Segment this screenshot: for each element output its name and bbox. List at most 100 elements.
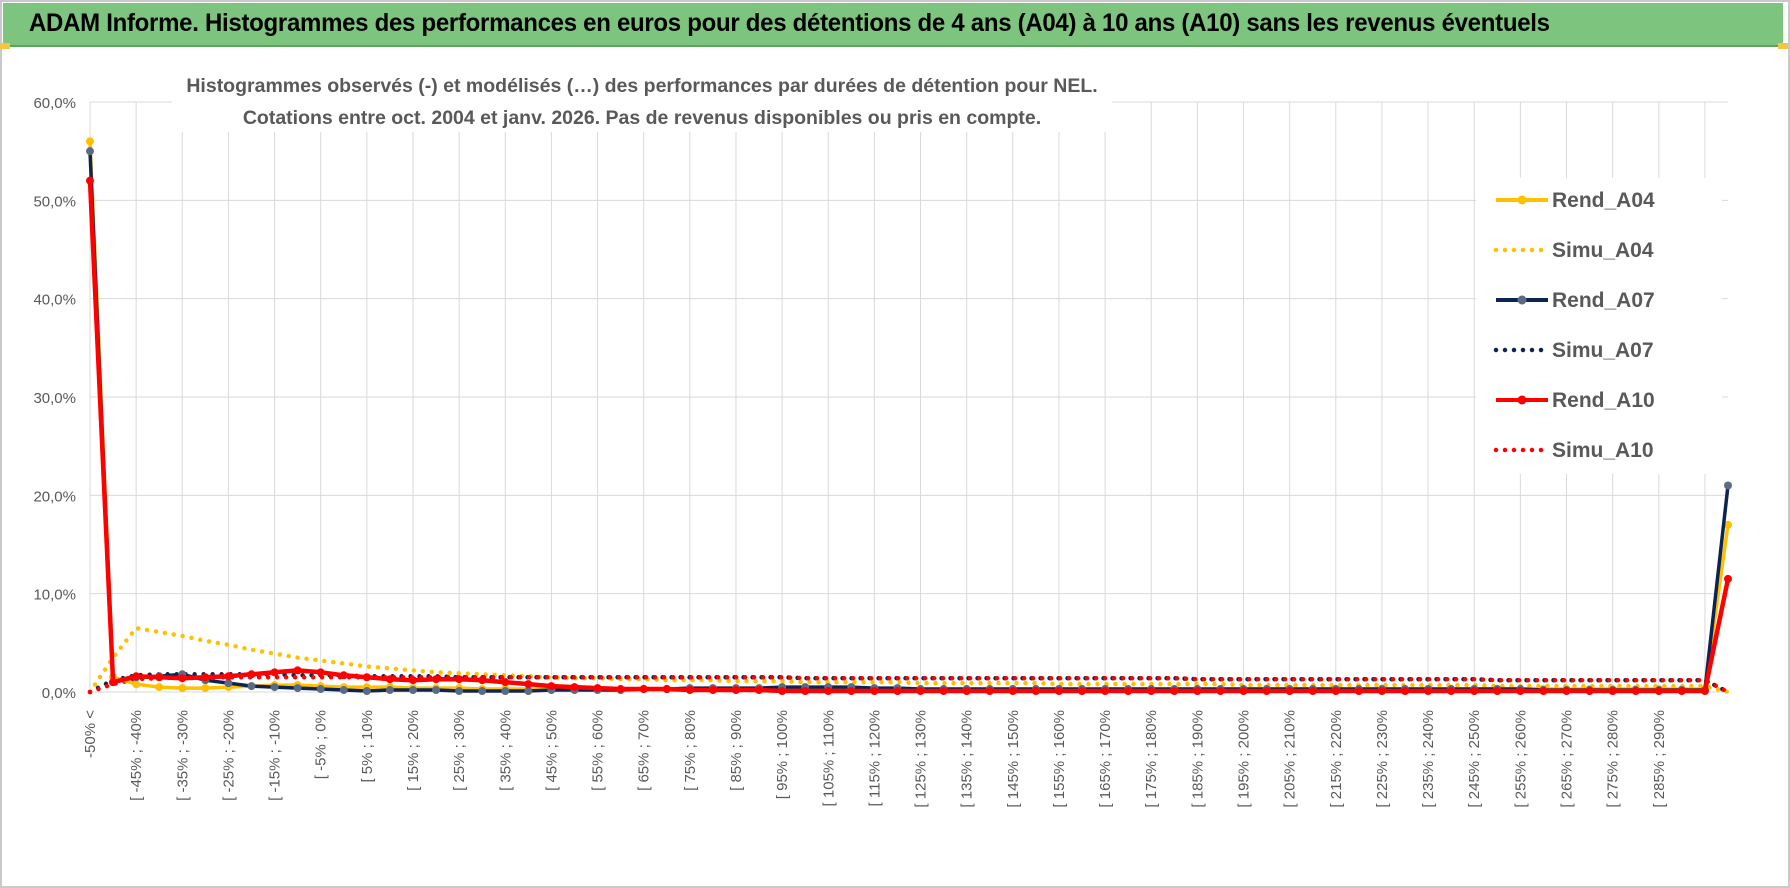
series-point-Rend_A10 [478, 676, 487, 685]
series-point-Rend_A07 [339, 686, 348, 695]
x-tick-label: [ -25% ; -20% [220, 710, 237, 801]
series-point-Rend_A10 [1031, 687, 1040, 696]
series-point-Rend_A10 [1147, 687, 1156, 696]
series-point-Rend_A10 [432, 675, 441, 684]
series-point-Rend_A10 [1239, 687, 1248, 696]
series-line-Simu_A04 [87, 625, 1731, 695]
corner-accent-left [0, 43, 10, 49]
x-tick-label: [ -35% ; -30% [174, 710, 191, 801]
legend-item-Rend_A10: Rend_A10 [1496, 389, 1655, 412]
series-point-Rend_A10 [86, 176, 94, 185]
x-tick-label: [ 35% ; 40% [497, 710, 514, 791]
legend-label: Simu_A07 [1552, 339, 1654, 362]
series-point-Rend_A10 [1424, 687, 1433, 696]
series-point-Rend_A10 [824, 687, 833, 696]
series-point-Rend_A10 [293, 666, 302, 675]
series-point-Rend_A10 [939, 687, 948, 696]
x-tick-label: [ 205% ; 210% [1282, 710, 1299, 808]
series-Simu_A10 [87, 675, 1731, 695]
series-point-Rend_A10 [1539, 687, 1548, 696]
series-point-Rend_A10 [616, 685, 625, 694]
series-point-Rend_A10 [1054, 687, 1063, 696]
legend-swatch-marker [1517, 395, 1527, 405]
chart-title-group: Histogrammes observés (-) et modélisés (… [172, 66, 1112, 132]
x-tick-label: [ -5% ; 0% [313, 710, 330, 779]
legend-label: Rend_A04 [1552, 189, 1655, 212]
series-point-Rend_A10 [1308, 687, 1317, 696]
series-point-Rend_A10 [155, 673, 164, 682]
series-point-Rend_A10 [755, 686, 764, 695]
series-point-Rend_A10 [455, 675, 464, 684]
series-point-Rend_A07 [385, 686, 394, 695]
series-point-Rend_A10 [316, 668, 325, 677]
x-tick-label: [ 255% ; 260% [1512, 710, 1529, 808]
series-point-Rend_A10 [339, 671, 348, 680]
legend-label: Rend_A07 [1552, 289, 1655, 312]
chart-title: Histogrammes observés (-) et modélisés (… [186, 75, 1097, 97]
y-tick-label: 0,0% [42, 685, 76, 702]
series-line-Simu_A10 [87, 675, 1731, 695]
series-point-Rend_A10 [385, 675, 394, 684]
series-point-Rend_A07 [86, 147, 94, 156]
series-point-Rend_A10 [408, 676, 417, 685]
chart-subtitle: Cotations entre oct. 2004 et janv. 2026.… [243, 107, 1041, 129]
series-point-Rend_A10 [132, 672, 141, 681]
series-point-Rend_A10 [1008, 687, 1017, 696]
series-point-Rend_A04 [155, 683, 164, 692]
series-lines [86, 137, 1732, 696]
series-point-Rend_A10 [731, 686, 740, 695]
x-tick-label: [ 245% ; 250% [1466, 710, 1483, 808]
series-point-Rend_A10 [685, 686, 694, 695]
x-tick-label: [ 185% ; 190% [1189, 710, 1206, 808]
series-point-Rend_A10 [593, 684, 602, 693]
series-point-Rend_A07 [478, 687, 487, 696]
series-point-Rend_A10 [1585, 687, 1594, 696]
series-point-Rend_A10 [708, 686, 717, 695]
series-point-Rend_A10 [201, 673, 210, 682]
x-tick-label: [ 125% ; 130% [913, 710, 930, 808]
x-tick-label: [ 115% ; 120% [866, 710, 883, 806]
x-tick-label: -50% < [82, 710, 99, 758]
series-point-Rend_A10 [639, 685, 648, 694]
legend-swatch-marker [1517, 195, 1527, 205]
legend: Rend_A04 Simu_A04 Rend_A07 Simu_A07 Rend_A10… [1476, 178, 1722, 474]
x-axis-tick-labels: -50% < [ -45% ; -40% [ -35% ; -30% [ -25% ;… [82, 710, 1668, 808]
legend-label: Simu_A04 [1552, 239, 1654, 262]
x-tick-label: [ 235% ; 240% [1420, 710, 1437, 808]
series-point-Rend_A07 [1724, 481, 1732, 490]
series-point-Rend_A10 [362, 673, 371, 682]
y-tick-label: 20,0% [33, 488, 76, 505]
x-tick-label: [ 145% ; 150% [1005, 710, 1022, 808]
legend-item-Simu_A04: Simu_A04 [1493, 239, 1654, 262]
x-tick-label: [ 25% ; 30% [451, 710, 468, 791]
series-point-Rend_A10 [801, 687, 810, 696]
series-point-Rend_A10 [270, 668, 279, 677]
x-tick-label: [ 265% ; 270% [1559, 710, 1576, 808]
series-point-Rend_A07 [455, 687, 464, 696]
x-tick-label: [ 165% ; 170% [1097, 710, 1114, 808]
series-point-Rend_A04 [132, 680, 141, 689]
series-point-Rend_A10 [870, 687, 879, 696]
series-point-Rend_A10 [1285, 687, 1294, 696]
series-point-Rend_A10 [916, 687, 925, 696]
x-tick-label: [ 195% ; 200% [1236, 710, 1253, 808]
x-tick-label: [ 285% ; 290% [1651, 710, 1668, 808]
x-tick-label: [ 85% ; 90% [728, 710, 745, 791]
series-point-Rend_A04 [1724, 520, 1732, 529]
x-tick-label: [ 225% ; 230% [1374, 710, 1391, 808]
series-point-Rend_A10 [1654, 687, 1663, 696]
series-point-Rend_A10 [524, 680, 533, 689]
y-tick-label: 60,0% [33, 95, 76, 112]
series-point-Rend_A07 [408, 686, 417, 695]
x-tick-label: [ 65% ; 70% [636, 710, 653, 791]
series-point-Rend_A10 [1631, 687, 1640, 696]
series-point-Rend_A10 [224, 672, 233, 681]
series-Simu_A04 [87, 625, 1731, 695]
legend-swatch-marker [1517, 295, 1527, 305]
x-tick-label: [ 275% ; 280% [1605, 710, 1622, 808]
series-Rend_A10 [86, 176, 1732, 696]
series-point-Rend_A10 [1562, 687, 1571, 696]
x-tick-label: [ 95% ; 100% [774, 710, 791, 799]
y-axis-tick-labels: 0,0% 10,0% 20,0% 30,0% 40,0% 50,0% 60,0% [33, 95, 76, 702]
